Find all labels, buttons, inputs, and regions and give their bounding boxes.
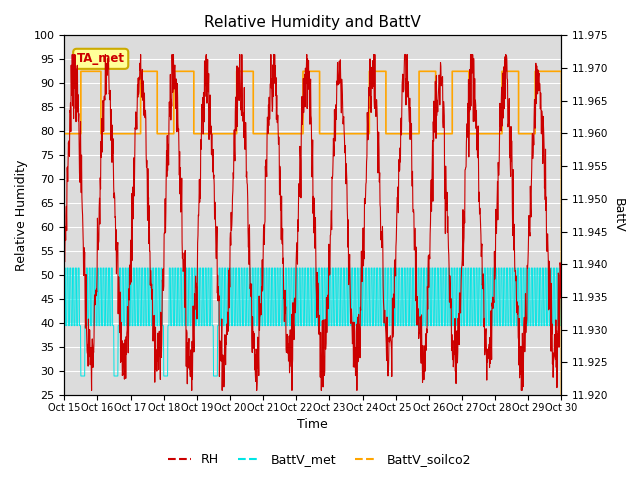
Y-axis label: Relative Humidity: Relative Humidity: [15, 159, 28, 271]
Y-axis label: BattV: BattV: [612, 198, 625, 233]
Text: TA_met: TA_met: [77, 52, 125, 65]
X-axis label: Time: Time: [298, 419, 328, 432]
Legend: RH, BattV_met, BattV_soilco2: RH, BattV_met, BattV_soilco2: [163, 448, 477, 471]
Title: Relative Humidity and BattV: Relative Humidity and BattV: [204, 15, 421, 30]
